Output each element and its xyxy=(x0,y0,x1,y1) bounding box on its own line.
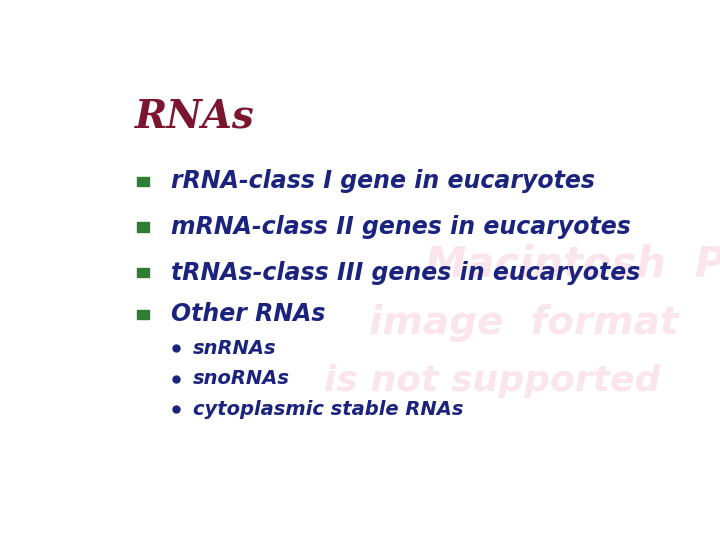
Text: Macintosh  PICT: Macintosh PICT xyxy=(425,244,720,285)
FancyBboxPatch shape xyxy=(137,268,149,277)
Text: Other RNAs: Other RNAs xyxy=(171,302,325,326)
Text: tRNAs-class III genes in eucaryotes: tRNAs-class III genes in eucaryotes xyxy=(171,261,640,285)
Text: rRNA-class I gene in eucaryotes: rRNA-class I gene in eucaryotes xyxy=(171,169,595,193)
FancyBboxPatch shape xyxy=(137,222,149,232)
Text: RNAs: RNAs xyxy=(135,98,254,136)
Text: cytoplasmic stable RNAs: cytoplasmic stable RNAs xyxy=(193,400,464,419)
FancyBboxPatch shape xyxy=(137,177,149,186)
Text: image  format: image format xyxy=(369,303,678,342)
Text: snRNAs: snRNAs xyxy=(193,339,277,358)
Text: is not supported: is not supported xyxy=(324,364,661,398)
Text: snoRNAs: snoRNAs xyxy=(193,369,290,388)
Text: mRNA-class II genes in eucaryotes: mRNA-class II genes in eucaryotes xyxy=(171,215,631,239)
FancyBboxPatch shape xyxy=(137,310,149,319)
